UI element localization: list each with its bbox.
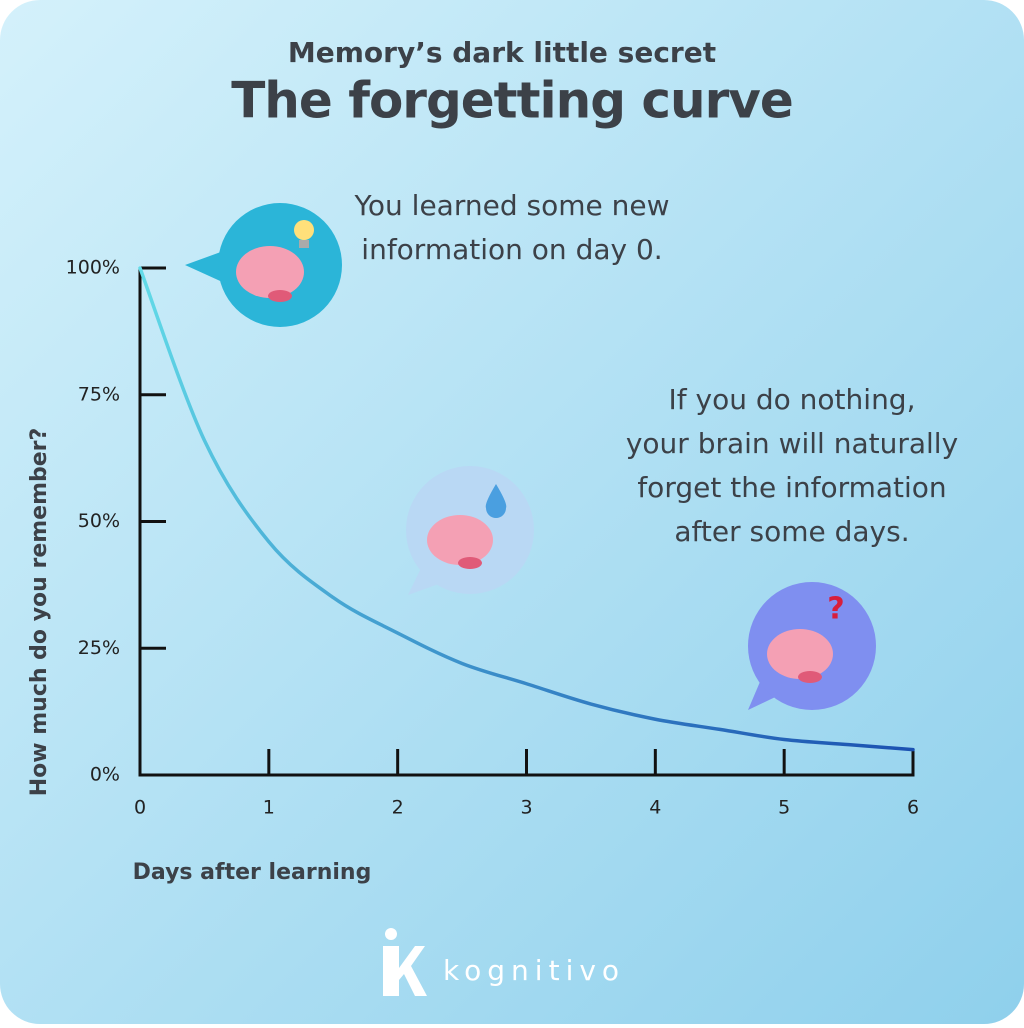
y-tick-label: 75% — [78, 383, 120, 405]
y-tick-label: 0% — [90, 764, 120, 786]
subtitle: Memory’s dark little secret — [288, 36, 716, 69]
y-axis-label: How much do you remember? — [27, 428, 52, 797]
x-tick-label: 4 — [649, 797, 661, 819]
annotation: forget the information — [637, 471, 946, 504]
x-axis-label: Days after learning — [133, 860, 372, 885]
x-tick-label: 2 — [392, 797, 404, 819]
annotation: If you do nothing, — [669, 383, 916, 416]
y-tick-label: 50% — [78, 510, 120, 532]
svg-text:?: ? — [827, 592, 844, 627]
x-tick-label: 1 — [263, 797, 275, 819]
x-tick-label: 3 — [520, 797, 532, 819]
annotation: You learned some new — [354, 189, 670, 222]
x-tick-label: 0 — [134, 797, 146, 819]
brain-icon-bulb — [185, 203, 342, 327]
x-tick-label: 6 — [907, 797, 919, 819]
annotation: your brain will naturally — [626, 427, 958, 460]
brain-icon-drop — [406, 466, 534, 595]
y-tick-label: 25% — [78, 637, 120, 659]
brand: kognitivo — [443, 954, 625, 987]
logo — [383, 928, 427, 996]
brain-icon-question: ? — [748, 582, 876, 710]
y-tick-label: 100% — [66, 257, 120, 279]
annotation: information on day 0. — [361, 233, 662, 266]
forgetting-curve — [138, 266, 915, 752]
annotation: after some days. — [674, 515, 909, 548]
title: The forgetting curve — [231, 72, 793, 130]
x-tick-label: 5 — [778, 797, 790, 819]
